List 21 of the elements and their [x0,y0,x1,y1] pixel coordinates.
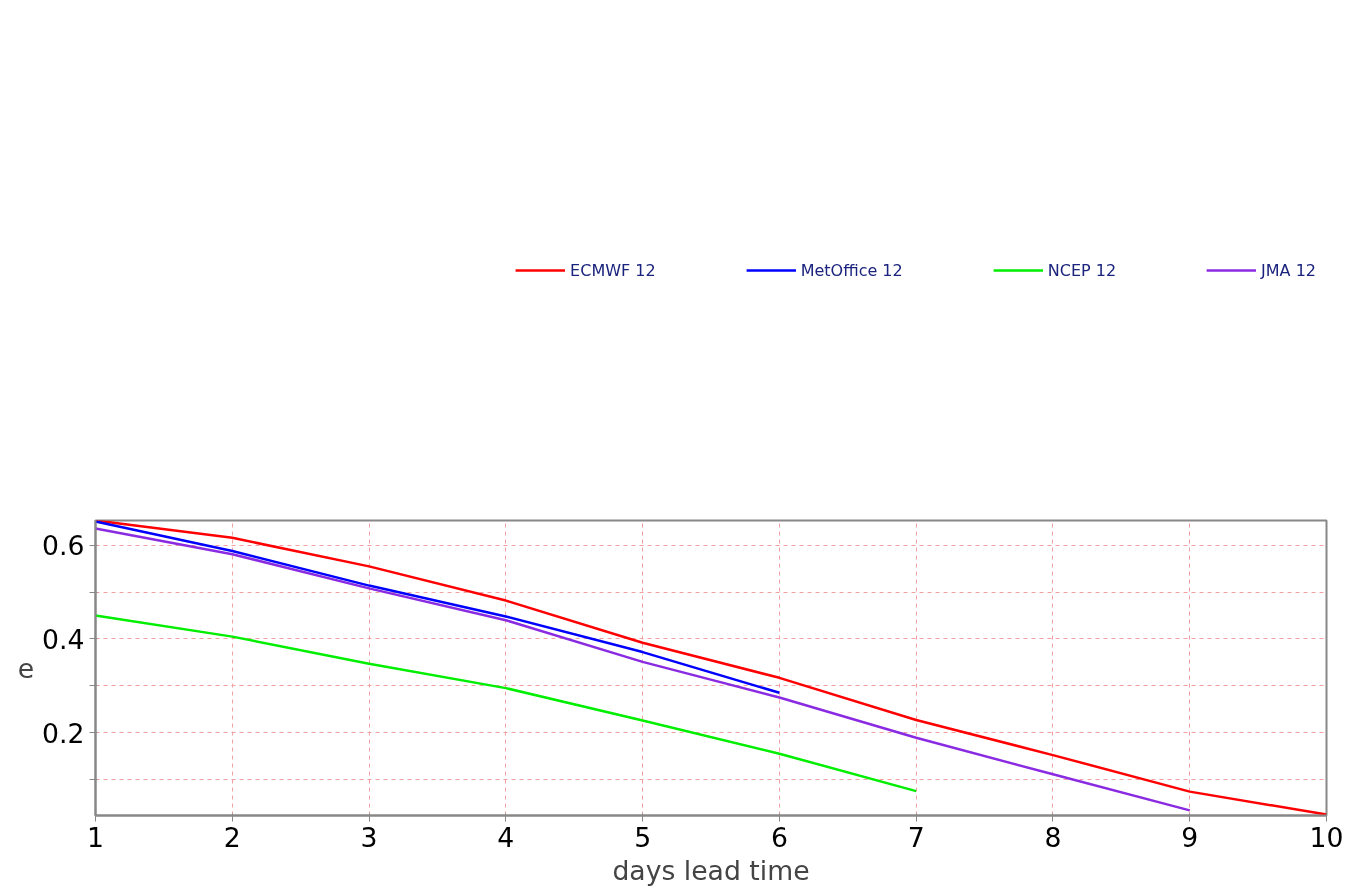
legend-label: NCEP 12 [1047,260,1117,280]
y-tick-label: 0.4 [42,623,85,655]
line-series [95,614,918,793]
x-tick-label: 7 [907,821,925,853]
x-tick-label: 1 [87,821,104,853]
x-tick-label: 4 [497,821,515,853]
y-axis-title: e [17,653,35,684]
x-axis-title: days lead time [612,854,810,886]
line-series [95,520,781,695]
x-tick-label: 10 [1309,821,1344,853]
legend-label: JMA 12 [1261,260,1316,280]
x-tick-label: 3 [360,821,378,853]
x-tick-label: 2 [223,821,241,853]
legend-label: ECMWF 12 [570,260,656,280]
legend-label: MetOffice 12 [800,260,903,280]
x-tick-label: 9 [1181,821,1199,853]
y-tick-label: 0.6 [42,530,85,562]
x-tick-label: 8 [1044,821,1062,853]
y-tick-label: 0.2 [42,717,85,749]
x-tick-label: 6 [770,821,788,853]
x-tick-label: 5 [634,821,652,853]
